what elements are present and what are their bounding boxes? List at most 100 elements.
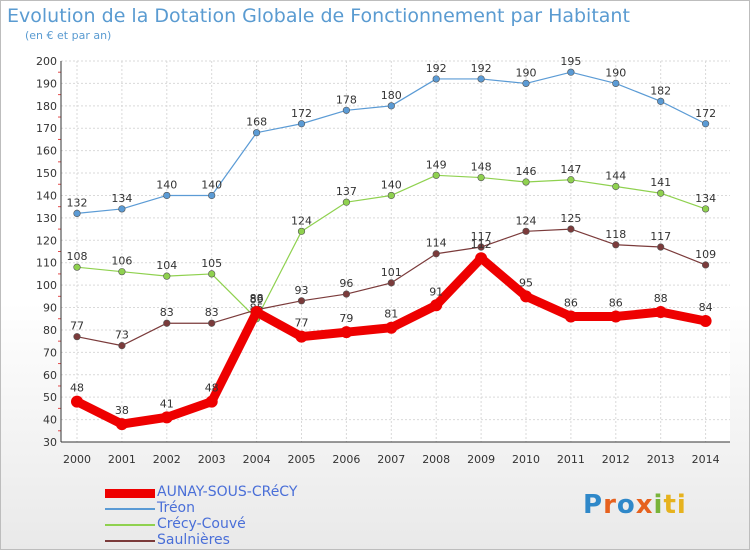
data-point-aunay-sous-cr-cy xyxy=(520,290,532,303)
data-label-saulni-res: 114 xyxy=(426,237,447,250)
data-point-cr-cy-couv- xyxy=(208,270,216,278)
data-label-saulni-res: 73 xyxy=(115,329,129,342)
data-label-aunay-sous-cr-cy: 81 xyxy=(384,308,398,321)
y-tick-label: 30 xyxy=(43,436,57,449)
data-point-saulni-res xyxy=(73,333,81,341)
data-label-cr-cy-couv-: 137 xyxy=(336,185,357,198)
x-tick-label: 2003 xyxy=(198,453,226,466)
data-label-cr-cy-couv-: 147 xyxy=(560,163,581,176)
chart-title: Evolution de la Dotation Globale de Fonc… xyxy=(7,5,630,27)
proxiti-logo: Proxiti xyxy=(583,490,687,520)
data-label-tr-on: 192 xyxy=(426,62,447,75)
data-point-saulni-res xyxy=(612,241,620,249)
data-label-tr-on: 178 xyxy=(336,93,357,106)
data-point-aunay-sous-cr-cy xyxy=(71,395,83,408)
y-tick-label: 60 xyxy=(43,369,57,382)
data-point-saulni-res xyxy=(163,319,171,327)
data-point-aunay-sous-cr-cy xyxy=(295,330,308,343)
data-point-aunay-sous-cr-cy xyxy=(475,252,488,265)
line-chart: 30 40 50 60 70 80 90 100 110 120 130 140 150 160 170 18… xyxy=(36,55,730,466)
data-label-tr-on: 180 xyxy=(381,89,402,102)
legend-label: Crécy-Couvé xyxy=(157,516,246,532)
legend-item: Crécy-Couvé xyxy=(105,516,365,533)
data-label-saulni-res: 117 xyxy=(471,230,492,243)
x-tick-label: 2009 xyxy=(467,453,495,466)
y-tick-label: 110 xyxy=(36,257,57,270)
data-label-cr-cy-couv-: 148 xyxy=(471,161,492,174)
data-label-saulni-res: 83 xyxy=(160,306,174,319)
data-point-saulni-res xyxy=(701,261,710,269)
data-point-aunay-sous-cr-cy xyxy=(609,310,622,323)
data-label-cr-cy-couv-: 134 xyxy=(695,192,716,205)
data-label-cr-cy-couv-: 108 xyxy=(67,250,88,263)
data-point-cr-cy-couv- xyxy=(73,263,81,271)
data-point-tr-on xyxy=(387,102,395,110)
data-point-saulni-res xyxy=(567,225,575,233)
y-tick-label: 150 xyxy=(36,167,57,180)
x-tick-label: 2002 xyxy=(153,453,181,466)
data-point-aunay-sous-cr-cy xyxy=(205,395,218,408)
data-label-aunay-sous-cr-cy: 84 xyxy=(699,301,713,314)
data-label-cr-cy-couv-: 149 xyxy=(426,158,447,171)
data-label-aunay-sous-cr-cy: 86 xyxy=(609,296,623,309)
data-label-aunay-sous-cr-cy: 88 xyxy=(654,292,668,305)
data-label-saulni-res: 117 xyxy=(650,230,671,243)
data-label-tr-on: 192 xyxy=(471,62,492,75)
data-point-cr-cy-couv- xyxy=(163,272,171,280)
data-point-aunay-sous-cr-cy xyxy=(699,314,712,327)
data-label-tr-on: 134 xyxy=(111,192,132,205)
data-point-aunay-sous-cr-cy xyxy=(115,418,128,431)
y-tick-label: 120 xyxy=(36,234,57,247)
data-label-aunay-sous-cr-cy: 41 xyxy=(160,397,174,410)
legend-item: AUNAY-SOUS-CRéCY xyxy=(105,484,365,501)
y-tick-label: 70 xyxy=(43,346,57,359)
data-point-aunay-sous-cr-cy xyxy=(250,306,263,319)
y-tick-label: 140 xyxy=(36,189,57,202)
data-point-aunay-sous-cr-cy xyxy=(654,306,667,319)
legend-label: Tréon xyxy=(157,500,195,516)
data-label-tr-on: 190 xyxy=(605,66,626,79)
data-label-cr-cy-couv-: 146 xyxy=(516,165,537,178)
data-point-cr-cy-couv- xyxy=(342,198,351,206)
data-point-cr-cy-couv- xyxy=(567,176,575,184)
data-point-cr-cy-couv- xyxy=(387,191,395,200)
data-label-saulni-res: 93 xyxy=(295,284,309,297)
data-label-tr-on: 190 xyxy=(516,66,537,79)
x-tick-label: 2010 xyxy=(512,453,540,466)
data-label-cr-cy-couv-: 141 xyxy=(650,176,671,189)
data-label-saulni-res: 77 xyxy=(70,320,84,333)
x-tick-label: 2014 xyxy=(692,453,720,466)
x-tick-label: 2004 xyxy=(243,453,271,466)
y-tick-label: 200 xyxy=(36,55,57,68)
chart-subtitle: (en € et par an) xyxy=(25,29,112,42)
data-point-aunay-sous-cr-cy xyxy=(340,326,353,339)
data-label-tr-on: 168 xyxy=(246,116,267,129)
data-point-tr-on xyxy=(208,191,216,200)
data-label-saulni-res: 101 xyxy=(381,266,402,279)
data-label-tr-on: 172 xyxy=(695,107,716,120)
plot-area xyxy=(61,61,730,442)
data-point-saulni-res xyxy=(432,250,440,258)
data-point-tr-on xyxy=(432,75,440,83)
data-point-cr-cy-couv- xyxy=(612,182,620,191)
data-point-aunay-sous-cr-cy xyxy=(430,299,443,312)
data-point-tr-on xyxy=(567,68,575,76)
data-label-tr-on: 172 xyxy=(291,107,312,120)
data-label-aunay-sous-cr-cy: 48 xyxy=(70,382,84,395)
data-point-tr-on xyxy=(612,79,620,88)
data-label-aunay-sous-cr-cy: 79 xyxy=(339,312,353,325)
data-label-saulni-res: 109 xyxy=(695,248,716,261)
data-point-saulni-res xyxy=(208,319,216,327)
data-label-tr-on: 195 xyxy=(560,55,581,68)
data-point-saulni-res xyxy=(657,243,665,251)
data-point-tr-on xyxy=(73,209,81,217)
data-label-cr-cy-couv-: 140 xyxy=(381,178,402,191)
x-tick-label: 2006 xyxy=(332,453,360,466)
data-point-cr-cy-couv- xyxy=(432,171,440,179)
y-tick-label: 130 xyxy=(36,212,57,225)
y-tick-label: 180 xyxy=(36,100,57,113)
data-point-saulni-res xyxy=(342,290,351,298)
y-tick-label: 50 xyxy=(43,391,57,404)
data-point-tr-on xyxy=(297,120,306,128)
